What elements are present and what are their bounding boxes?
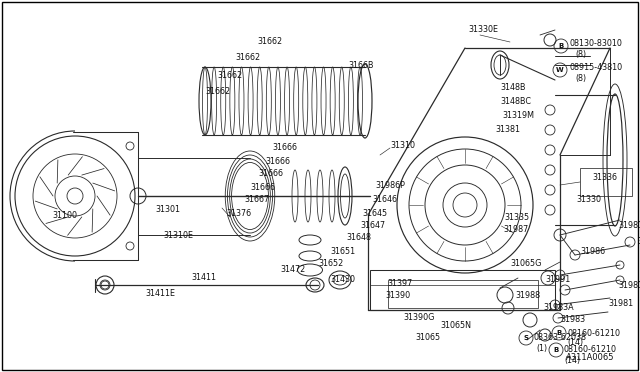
Text: (14): (14) [567, 339, 583, 347]
Text: 31983: 31983 [560, 315, 585, 324]
Text: (8): (8) [575, 74, 586, 83]
Text: 31981A: 31981A [618, 221, 640, 230]
Bar [370, 270, 555, 310]
Text: 31651: 31651 [330, 247, 355, 256]
Text: 31376: 31376 [226, 209, 251, 218]
Text: W: W [556, 67, 564, 73]
Text: 31330E: 31330E [468, 26, 498, 35]
Text: 31666: 31666 [265, 157, 290, 166]
Text: 08160-61210: 08160-61210 [564, 346, 617, 355]
Text: 31985: 31985 [637, 237, 640, 247]
Text: 31666: 31666 [258, 170, 283, 179]
Text: 3148B: 3148B [500, 83, 525, 93]
Text: (14): (14) [564, 356, 580, 365]
Text: (8): (8) [575, 51, 586, 60]
Text: 31310: 31310 [390, 141, 415, 150]
Text: 31390G: 31390G [403, 312, 435, 321]
Text: 08915-43810: 08915-43810 [569, 64, 622, 73]
Text: 31646: 31646 [372, 196, 397, 205]
Text: A311A0065: A311A0065 [566, 353, 614, 362]
Text: 31987: 31987 [503, 225, 528, 234]
Text: 31411E: 31411E [145, 289, 175, 298]
Text: 31986P: 31986P [375, 180, 405, 189]
Text: 31981A: 31981A [618, 282, 640, 291]
Text: 31336: 31336 [592, 173, 617, 183]
Text: 31411: 31411 [191, 273, 216, 282]
Text: 31100: 31100 [52, 211, 77, 219]
Text: S: S [524, 335, 529, 341]
Text: 31645: 31645 [362, 208, 387, 218]
Text: 31662: 31662 [218, 71, 243, 80]
Text: 31647: 31647 [360, 221, 385, 231]
Text: 31666: 31666 [272, 144, 297, 153]
Bar [388, 280, 538, 308]
Text: 31065: 31065 [415, 333, 440, 341]
Text: 31666: 31666 [250, 183, 275, 192]
Text: 08160-61210: 08160-61210 [567, 328, 620, 337]
Text: 31662: 31662 [236, 54, 260, 62]
Text: 31662: 31662 [257, 38, 283, 46]
Text: 31988: 31988 [515, 291, 540, 299]
Text: B: B [554, 347, 559, 353]
Text: 31381: 31381 [495, 125, 520, 134]
Text: 31991: 31991 [545, 276, 570, 285]
Text: 31472: 31472 [280, 266, 305, 275]
Text: 31648: 31648 [346, 234, 371, 243]
Bar [580, 168, 632, 196]
Text: 31065N: 31065N [440, 321, 471, 330]
Text: B: B [558, 43, 564, 49]
Text: 31981: 31981 [608, 298, 633, 308]
Text: 31319M: 31319M [502, 110, 534, 119]
Text: 31652: 31652 [318, 259, 343, 267]
Text: (1): (1) [536, 343, 547, 353]
Text: 31983A: 31983A [543, 304, 573, 312]
Text: 31986: 31986 [580, 247, 605, 256]
Text: B: B [556, 330, 562, 336]
Text: 31310E: 31310E [163, 231, 193, 240]
Text: 31662: 31662 [205, 87, 230, 96]
Text: 31397: 31397 [387, 279, 412, 288]
Text: 31065G: 31065G [510, 259, 541, 267]
Text: 08130-83010: 08130-83010 [570, 39, 623, 48]
Text: 31330: 31330 [576, 196, 601, 205]
Text: 31667: 31667 [244, 196, 269, 205]
Text: 31390: 31390 [385, 291, 410, 299]
Text: 31430: 31430 [330, 276, 355, 285]
Text: 08363-62038: 08363-62038 [534, 333, 587, 341]
Text: 31301: 31301 [155, 205, 180, 215]
Text: 31335: 31335 [504, 214, 529, 222]
Text: 3148BC: 3148BC [500, 96, 531, 106]
Text: 3166B: 3166B [348, 61, 374, 70]
